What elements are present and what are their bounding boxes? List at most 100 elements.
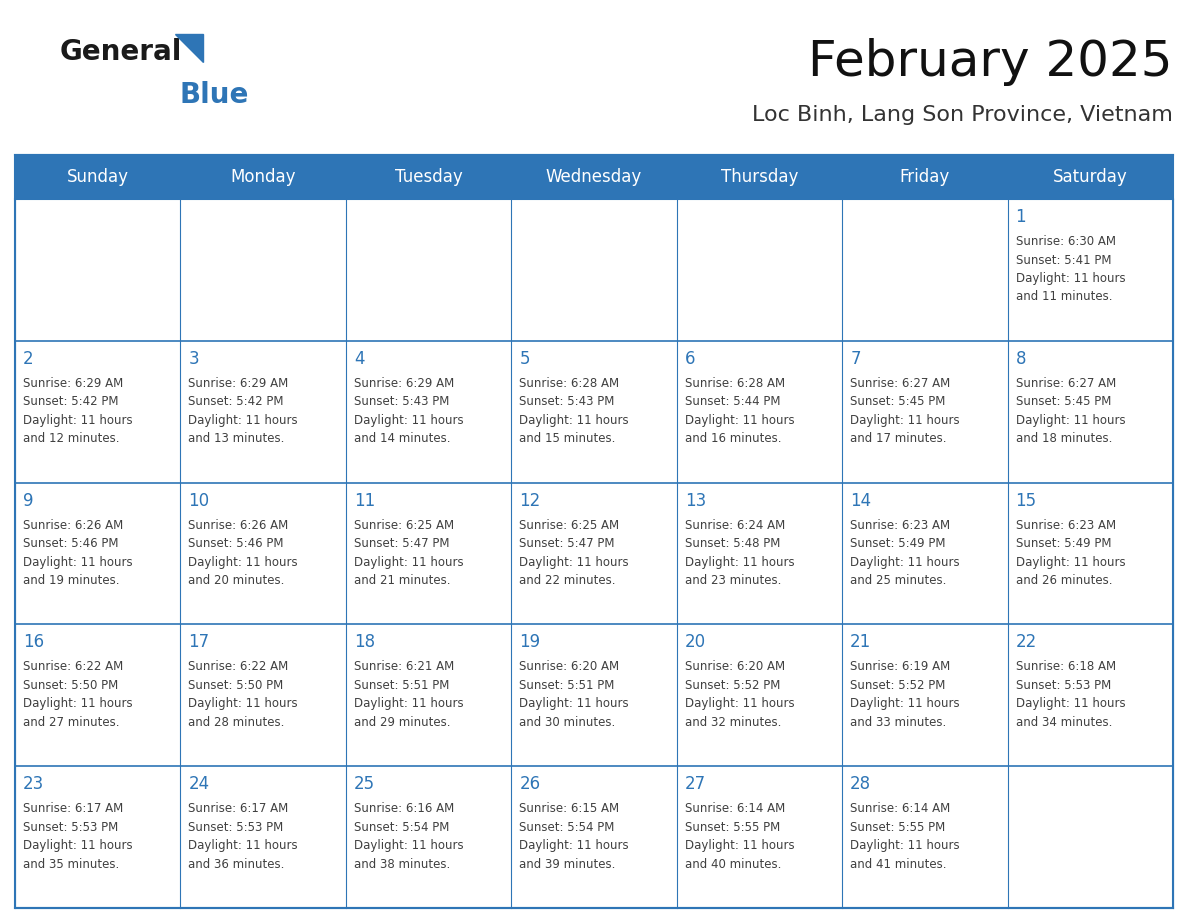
Text: Sunrise: 6:17 AM
Sunset: 5:53 PM
Daylight: 11 hours
and 35 minutes.: Sunrise: 6:17 AM Sunset: 5:53 PM Dayligh… (23, 802, 133, 870)
Text: Sunrise: 6:27 AM
Sunset: 5:45 PM
Daylight: 11 hours
and 18 minutes.: Sunrise: 6:27 AM Sunset: 5:45 PM Dayligh… (1016, 376, 1125, 445)
Text: 22: 22 (1016, 633, 1037, 652)
Text: 12: 12 (519, 492, 541, 509)
Text: 14: 14 (851, 492, 871, 509)
Bar (1007, 767, 1173, 908)
Bar (677, 341, 842, 483)
Bar (677, 199, 842, 341)
Text: Sunrise: 6:22 AM
Sunset: 5:50 PM
Daylight: 11 hours
and 27 minutes.: Sunrise: 6:22 AM Sunset: 5:50 PM Dayligh… (23, 660, 133, 729)
Text: 26: 26 (519, 775, 541, 793)
Bar (677, 767, 842, 908)
Bar (15, 483, 181, 624)
Text: Loc Binh, Lang Son Province, Vietnam: Loc Binh, Lang Son Province, Vietnam (752, 105, 1173, 125)
Text: 7: 7 (851, 350, 860, 368)
Text: 9: 9 (23, 492, 33, 509)
Text: 5: 5 (519, 350, 530, 368)
Text: Sunrise: 6:16 AM
Sunset: 5:54 PM
Daylight: 11 hours
and 38 minutes.: Sunrise: 6:16 AM Sunset: 5:54 PM Dayligh… (354, 802, 463, 870)
Bar (1007, 624, 1173, 767)
Text: 15: 15 (1016, 492, 1037, 509)
Polygon shape (175, 34, 203, 62)
Text: 24: 24 (189, 775, 209, 793)
Bar (15, 155, 1173, 199)
Text: 13: 13 (684, 492, 706, 509)
Text: 25: 25 (354, 775, 375, 793)
Bar (842, 341, 1007, 483)
Text: Thursday: Thursday (721, 168, 798, 186)
Text: Sunrise: 6:23 AM
Sunset: 5:49 PM
Daylight: 11 hours
and 25 minutes.: Sunrise: 6:23 AM Sunset: 5:49 PM Dayligh… (851, 519, 960, 588)
Text: 4: 4 (354, 350, 365, 368)
Text: Sunrise: 6:14 AM
Sunset: 5:55 PM
Daylight: 11 hours
and 40 minutes.: Sunrise: 6:14 AM Sunset: 5:55 PM Dayligh… (684, 802, 795, 870)
Bar (1007, 483, 1173, 624)
Bar (511, 624, 677, 767)
Text: Sunrise: 6:28 AM
Sunset: 5:44 PM
Daylight: 11 hours
and 16 minutes.: Sunrise: 6:28 AM Sunset: 5:44 PM Dayligh… (684, 376, 795, 445)
Text: Sunrise: 6:23 AM
Sunset: 5:49 PM
Daylight: 11 hours
and 26 minutes.: Sunrise: 6:23 AM Sunset: 5:49 PM Dayligh… (1016, 519, 1125, 588)
Text: Sunrise: 6:22 AM
Sunset: 5:50 PM
Daylight: 11 hours
and 28 minutes.: Sunrise: 6:22 AM Sunset: 5:50 PM Dayligh… (189, 660, 298, 729)
Text: Sunrise: 6:27 AM
Sunset: 5:45 PM
Daylight: 11 hours
and 17 minutes.: Sunrise: 6:27 AM Sunset: 5:45 PM Dayligh… (851, 376, 960, 445)
Bar (346, 341, 511, 483)
Text: Sunrise: 6:19 AM
Sunset: 5:52 PM
Daylight: 11 hours
and 33 minutes.: Sunrise: 6:19 AM Sunset: 5:52 PM Dayligh… (851, 660, 960, 729)
Text: 8: 8 (1016, 350, 1026, 368)
Bar (15, 767, 181, 908)
Bar (842, 767, 1007, 908)
Text: Sunday: Sunday (67, 168, 128, 186)
Text: 3: 3 (189, 350, 200, 368)
Text: Sunrise: 6:29 AM
Sunset: 5:42 PM
Daylight: 11 hours
and 13 minutes.: Sunrise: 6:29 AM Sunset: 5:42 PM Dayligh… (189, 376, 298, 445)
Text: Blue: Blue (181, 81, 249, 109)
Bar (346, 624, 511, 767)
Bar (181, 199, 346, 341)
Text: Friday: Friday (899, 168, 950, 186)
Bar (181, 341, 346, 483)
Bar (511, 767, 677, 908)
Bar (346, 199, 511, 341)
Text: 11: 11 (354, 492, 375, 509)
Text: February 2025: February 2025 (809, 38, 1173, 86)
Text: 1: 1 (1016, 208, 1026, 226)
Text: 21: 21 (851, 633, 871, 652)
Text: Tuesday: Tuesday (394, 168, 462, 186)
Text: 19: 19 (519, 633, 541, 652)
Text: Wednesday: Wednesday (545, 168, 643, 186)
Text: 17: 17 (189, 633, 209, 652)
Text: 27: 27 (684, 775, 706, 793)
Text: 10: 10 (189, 492, 209, 509)
Text: Sunrise: 6:29 AM
Sunset: 5:43 PM
Daylight: 11 hours
and 14 minutes.: Sunrise: 6:29 AM Sunset: 5:43 PM Dayligh… (354, 376, 463, 445)
Bar (15, 624, 181, 767)
Bar (677, 624, 842, 767)
Text: Sunrise: 6:29 AM
Sunset: 5:42 PM
Daylight: 11 hours
and 12 minutes.: Sunrise: 6:29 AM Sunset: 5:42 PM Dayligh… (23, 376, 133, 445)
Bar (511, 341, 677, 483)
Text: Sunrise: 6:25 AM
Sunset: 5:47 PM
Daylight: 11 hours
and 21 minutes.: Sunrise: 6:25 AM Sunset: 5:47 PM Dayligh… (354, 519, 463, 588)
Text: 16: 16 (23, 633, 44, 652)
Bar (511, 483, 677, 624)
Text: Sunrise: 6:24 AM
Sunset: 5:48 PM
Daylight: 11 hours
and 23 minutes.: Sunrise: 6:24 AM Sunset: 5:48 PM Dayligh… (684, 519, 795, 588)
Text: Sunrise: 6:30 AM
Sunset: 5:41 PM
Daylight: 11 hours
and 11 minutes.: Sunrise: 6:30 AM Sunset: 5:41 PM Dayligh… (1016, 235, 1125, 304)
Bar (1007, 199, 1173, 341)
Text: Sunrise: 6:26 AM
Sunset: 5:46 PM
Daylight: 11 hours
and 19 minutes.: Sunrise: 6:26 AM Sunset: 5:46 PM Dayligh… (23, 519, 133, 588)
Text: Sunrise: 6:17 AM
Sunset: 5:53 PM
Daylight: 11 hours
and 36 minutes.: Sunrise: 6:17 AM Sunset: 5:53 PM Dayligh… (189, 802, 298, 870)
Text: 23: 23 (23, 775, 44, 793)
Text: 6: 6 (684, 350, 695, 368)
Bar (511, 199, 677, 341)
Bar (15, 155, 1173, 908)
Text: Sunrise: 6:28 AM
Sunset: 5:43 PM
Daylight: 11 hours
and 15 minutes.: Sunrise: 6:28 AM Sunset: 5:43 PM Dayligh… (519, 376, 628, 445)
Text: 20: 20 (684, 633, 706, 652)
Text: Sunrise: 6:25 AM
Sunset: 5:47 PM
Daylight: 11 hours
and 22 minutes.: Sunrise: 6:25 AM Sunset: 5:47 PM Dayligh… (519, 519, 628, 588)
Bar (677, 483, 842, 624)
Bar (181, 767, 346, 908)
Text: Sunrise: 6:15 AM
Sunset: 5:54 PM
Daylight: 11 hours
and 39 minutes.: Sunrise: 6:15 AM Sunset: 5:54 PM Dayligh… (519, 802, 628, 870)
Text: Monday: Monday (230, 168, 296, 186)
Bar (842, 199, 1007, 341)
Text: Sunrise: 6:18 AM
Sunset: 5:53 PM
Daylight: 11 hours
and 34 minutes.: Sunrise: 6:18 AM Sunset: 5:53 PM Dayligh… (1016, 660, 1125, 729)
Bar (181, 624, 346, 767)
Bar (842, 624, 1007, 767)
Bar (1007, 341, 1173, 483)
Text: Sunrise: 6:26 AM
Sunset: 5:46 PM
Daylight: 11 hours
and 20 minutes.: Sunrise: 6:26 AM Sunset: 5:46 PM Dayligh… (189, 519, 298, 588)
Text: Saturday: Saturday (1053, 168, 1127, 186)
Text: Sunrise: 6:20 AM
Sunset: 5:52 PM
Daylight: 11 hours
and 32 minutes.: Sunrise: 6:20 AM Sunset: 5:52 PM Dayligh… (684, 660, 795, 729)
Text: 2: 2 (23, 350, 33, 368)
Text: Sunrise: 6:21 AM
Sunset: 5:51 PM
Daylight: 11 hours
and 29 minutes.: Sunrise: 6:21 AM Sunset: 5:51 PM Dayligh… (354, 660, 463, 729)
Text: 28: 28 (851, 775, 871, 793)
Bar (15, 199, 181, 341)
Bar (346, 767, 511, 908)
Text: Sunrise: 6:20 AM
Sunset: 5:51 PM
Daylight: 11 hours
and 30 minutes.: Sunrise: 6:20 AM Sunset: 5:51 PM Dayligh… (519, 660, 628, 729)
Text: Sunrise: 6:14 AM
Sunset: 5:55 PM
Daylight: 11 hours
and 41 minutes.: Sunrise: 6:14 AM Sunset: 5:55 PM Dayligh… (851, 802, 960, 870)
Text: 18: 18 (354, 633, 375, 652)
